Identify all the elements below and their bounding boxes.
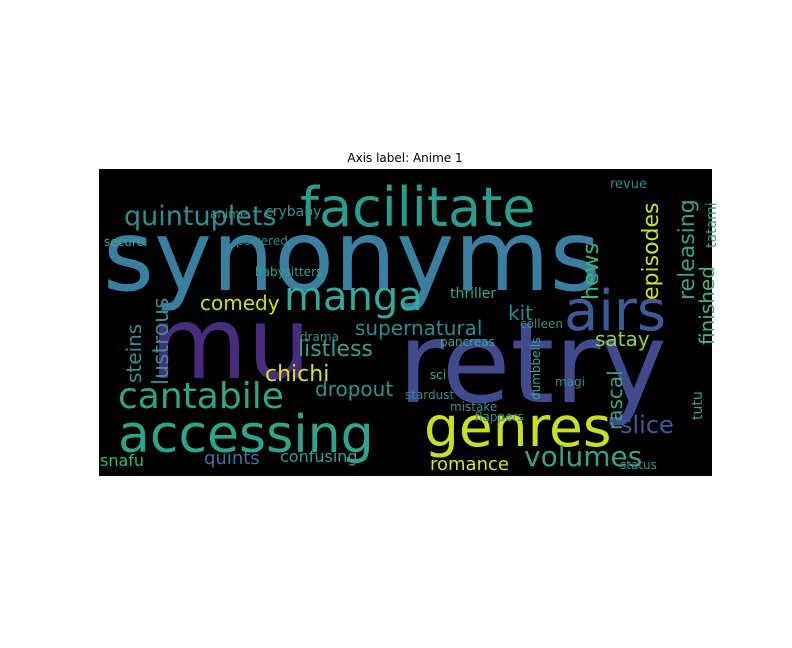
word: powered (236, 234, 288, 248)
word: revue (610, 177, 647, 192)
word: secure (104, 235, 144, 249)
chart-title: Axis label: Anime 1 (347, 151, 462, 165)
word: quintuplets (124, 201, 276, 232)
word: retry (398, 299, 667, 429)
word: slice (620, 411, 674, 439)
word: snafu (100, 451, 144, 470)
word: babysitters (255, 265, 322, 279)
word: status (620, 458, 657, 472)
cloud-background (99, 169, 712, 476)
word: mistake (450, 400, 497, 414)
word: chichi (265, 362, 329, 387)
word: stardust (405, 388, 455, 402)
word: mu (150, 285, 311, 402)
word: drama (300, 330, 339, 344)
word: listless (298, 337, 373, 362)
word: episodes (639, 203, 664, 301)
word: sci (430, 368, 446, 382)
word: hews (579, 243, 604, 300)
word: crybaby (265, 204, 321, 220)
word: anime (210, 207, 247, 221)
word: rascal (603, 370, 627, 430)
word: finished (695, 266, 719, 345)
word: romance (430, 454, 509, 475)
word: thriller (450, 286, 496, 302)
word: supernatural (355, 316, 482, 340)
word: pancreas (440, 335, 495, 349)
word: comedy (200, 291, 280, 315)
word: steins (122, 324, 146, 383)
word: quints (204, 448, 260, 469)
word: dropout (315, 377, 393, 401)
word: synonyms (103, 200, 601, 314)
word: facilitate (300, 176, 535, 239)
word: volumes (524, 440, 642, 473)
word: dumbbells (529, 338, 543, 400)
word: magi (555, 375, 585, 389)
word: genres (424, 395, 612, 459)
word: airs (564, 279, 666, 344)
word: satay (595, 327, 650, 351)
word: colleen (520, 317, 563, 331)
word: confusing (280, 447, 358, 466)
word: accessing (118, 405, 374, 465)
word: tutu (690, 391, 706, 420)
word: releasing (675, 199, 700, 300)
word: manga (284, 274, 423, 320)
word: kit (508, 301, 533, 325)
word: lustrous (149, 297, 174, 385)
word: tatami (704, 202, 720, 248)
word: cantabile (118, 376, 284, 417)
word: flappers (475, 410, 524, 424)
